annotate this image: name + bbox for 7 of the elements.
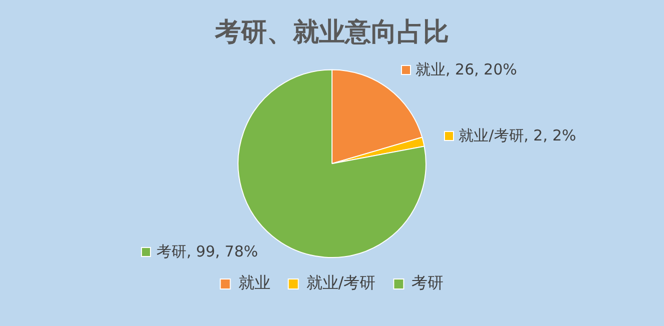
legend-label: 就业 (238, 273, 270, 292)
data-label: 考研, 99, 78% (156, 242, 258, 261)
legend-label: 就业/考研 (306, 273, 376, 292)
legend-label: 考研 (412, 273, 444, 292)
chart-title: 考研、就业意向占比 (214, 17, 449, 48)
data-label: 就业/考研, 2, 2% (458, 126, 576, 145)
data-label: 就业, 26, 20% (416, 60, 518, 79)
